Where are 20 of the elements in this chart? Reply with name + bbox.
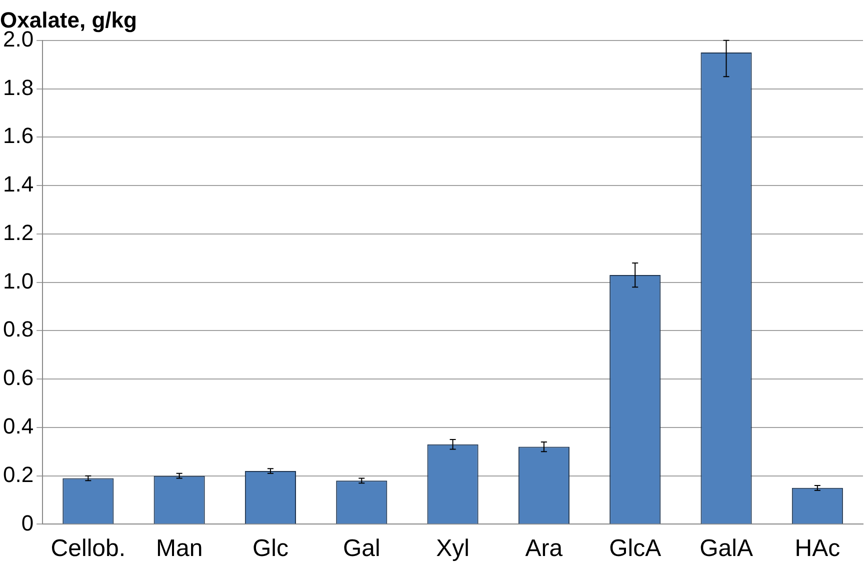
y-tick-label: 0 [21,510,34,536]
y-tick-label: 1.0 [2,268,34,294]
y-tick-label: 1.2 [2,220,34,245]
x-tick-label: Man [156,535,203,562]
y-axis-title: Oxalate, g/kg [0,7,137,32]
y-tick-label: 0.4 [2,414,34,439]
x-tick-label: Glc [252,535,288,562]
y-tick-label: 0.2 [2,462,34,487]
y-tick-label: 1.6 [2,123,34,148]
y-tick-label: 0.8 [2,316,34,342]
x-tick-label: GlcA [609,535,662,562]
x-tick-label: HAc [794,535,840,562]
y-tick-label: 1.4 [2,172,34,197]
y-tick-label: 0.6 [2,365,34,390]
x-tick-label: Ara [525,535,564,562]
x-tick-label: Xyl [436,535,470,562]
x-tick-label: GalA [700,535,753,562]
y-tick-label: 1.8 [2,74,34,100]
x-tick-label: Gal [342,535,380,562]
x-tick-label: Cellob. [50,535,126,562]
